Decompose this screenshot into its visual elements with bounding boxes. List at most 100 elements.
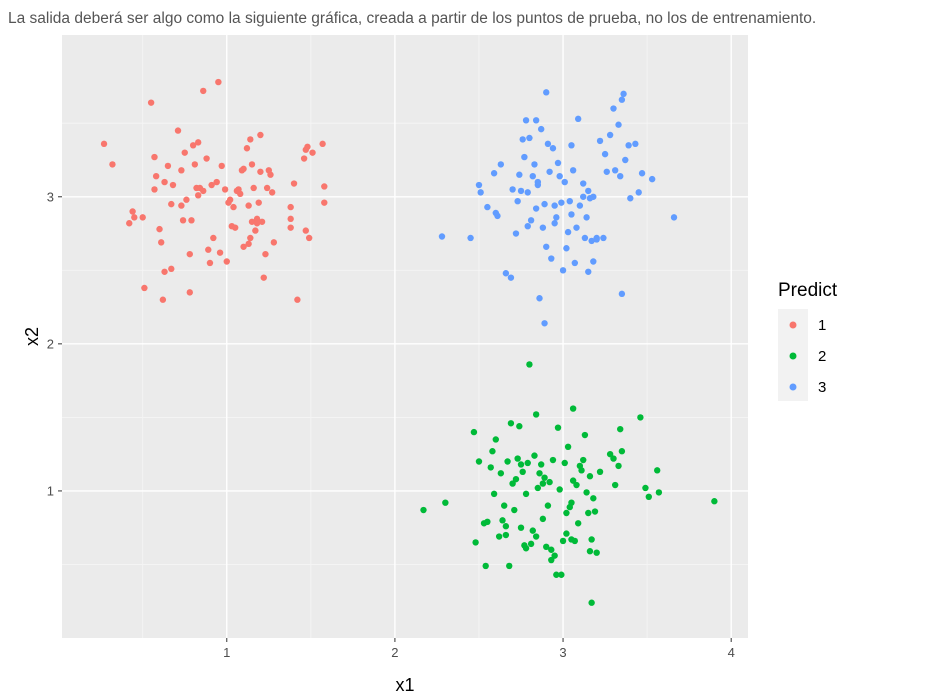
- data-point-series-2: [539, 480, 547, 487]
- data-point-series-3: [590, 258, 597, 265]
- data-point-series-3: [580, 193, 587, 200]
- data-point-series-1: [200, 87, 207, 95]
- data-point-series-2: [504, 458, 511, 465]
- data-point-series-3: [532, 205, 540, 212]
- data-point-series-2: [536, 470, 543, 477]
- data-point-series-1: [109, 161, 116, 168]
- data-point-series-1: [158, 239, 165, 246]
- data-point-series-3: [625, 142, 632, 149]
- data-point-series-1: [258, 218, 266, 225]
- data-point-series-3: [541, 200, 548, 208]
- data-point-series-3: [601, 150, 609, 158]
- data-point-series-2: [544, 502, 552, 509]
- data-point-series-1: [174, 127, 182, 134]
- data-point-series-3: [438, 233, 446, 240]
- data-point-series-1: [218, 162, 225, 170]
- data-point-series-1: [139, 214, 146, 221]
- data-point-series-3: [563, 245, 570, 252]
- data-point-series-2: [617, 425, 624, 433]
- data-point-series-1: [213, 178, 220, 186]
- data-point-series-1: [216, 249, 224, 256]
- data-point-series-1: [152, 172, 160, 180]
- data-point-series-1: [168, 265, 175, 273]
- data-point-series-2: [569, 405, 577, 412]
- data-point-series-3: [529, 172, 536, 180]
- data-point-series-2: [531, 452, 538, 459]
- data-point-series-2: [610, 455, 617, 462]
- data-point-series-3: [618, 290, 626, 298]
- data-point-series-3: [583, 214, 590, 221]
- data-point-series-3: [564, 228, 572, 236]
- data-point-series-2: [606, 450, 614, 458]
- data-point-series-2: [534, 484, 542, 492]
- legend: Predict 1 2 3: [778, 280, 838, 401]
- data-point-series-1: [178, 167, 185, 174]
- data-point-series-1: [159, 296, 167, 303]
- data-point-series-1: [194, 139, 202, 146]
- data-point-series-1: [223, 258, 230, 265]
- data-point-series-3: [648, 175, 656, 183]
- plot-panel: [62, 35, 748, 638]
- data-point-series-3: [611, 167, 619, 174]
- data-point-series-1: [194, 192, 202, 199]
- data-point-series-2: [517, 524, 525, 531]
- data-point-series-1: [126, 220, 133, 227]
- data-point-series-3: [490, 170, 498, 177]
- data-point-series-2: [580, 456, 587, 464]
- data-point-series-1: [156, 225, 163, 233]
- data-point-series-3: [635, 189, 642, 196]
- data-point-series-2: [499, 517, 506, 524]
- data-point-series-1: [321, 183, 328, 190]
- data-point-series-1: [168, 200, 175, 208]
- data-point-series-1: [191, 161, 199, 168]
- data-point-series-1: [243, 145, 251, 152]
- data-point-series-1: [287, 215, 294, 223]
- data-point-series-2: [524, 459, 531, 467]
- data-point-series-1: [290, 180, 298, 187]
- data-point-series-1: [169, 181, 177, 189]
- data-point-series-2: [514, 455, 521, 462]
- data-point-series-2: [526, 361, 533, 368]
- data-point-series-1: [161, 268, 168, 275]
- data-point-series-2: [507, 420, 515, 427]
- data-point-series-1: [319, 140, 326, 148]
- data-point-series-3: [618, 96, 626, 103]
- legend-label-2: 2: [818, 348, 826, 365]
- data-point-series-2: [532, 533, 540, 540]
- data-point-series-3: [617, 172, 624, 180]
- data-point-series-1: [100, 140, 108, 148]
- data-point-series-1: [263, 184, 271, 192]
- data-point-series-1: [237, 190, 244, 198]
- data-point-series-3: [534, 178, 542, 186]
- data-point-series-3: [537, 125, 545, 133]
- data-point-series-3: [571, 259, 579, 267]
- data-point-series-1: [131, 214, 138, 221]
- data-point-series-2: [475, 458, 483, 465]
- data-point-series-2: [559, 537, 567, 545]
- x-axis-title: x1: [395, 675, 414, 695]
- data-point-series-2: [596, 468, 604, 476]
- data-point-series-2: [568, 499, 575, 506]
- x-tick-label: 1: [223, 645, 230, 660]
- data-point-series-1: [205, 246, 212, 253]
- data-point-series-1: [203, 155, 210, 162]
- data-point-series-2: [588, 599, 595, 606]
- data-point-series-2: [509, 480, 516, 487]
- data-point-series-1: [248, 218, 256, 225]
- data-point-series-3: [610, 105, 617, 112]
- x-tick-label: 4: [728, 645, 735, 660]
- data-point-series-1: [253, 220, 261, 227]
- data-point-series-2: [502, 523, 510, 530]
- data-point-series-2: [519, 468, 526, 476]
- data-point-series-1: [240, 243, 247, 250]
- data-point-series-3: [580, 180, 587, 187]
- data-point-series-2: [516, 423, 523, 430]
- data-point-series-3: [502, 270, 510, 277]
- data-point-series-2: [645, 493, 652, 501]
- data-point-series-1: [230, 203, 237, 211]
- data-point-series-3: [524, 189, 531, 196]
- data-point-series-1: [268, 189, 276, 196]
- data-point-series-2: [581, 431, 589, 439]
- data-point-series-1: [240, 165, 247, 173]
- data-point-series-3: [475, 181, 483, 189]
